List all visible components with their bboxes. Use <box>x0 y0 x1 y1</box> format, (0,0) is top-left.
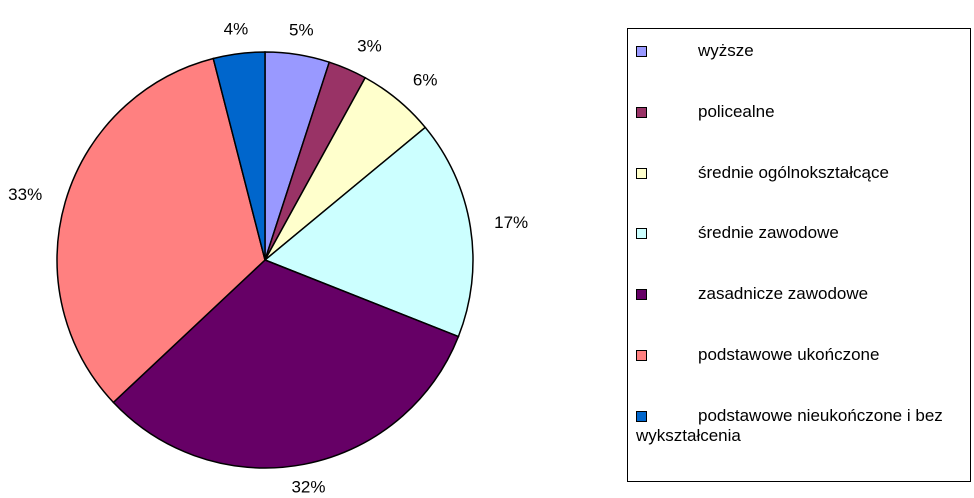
legend-label: podstawowe ukończone <box>698 345 880 364</box>
legend-label: policealne <box>698 101 775 121</box>
pie-slice <box>263 126 474 338</box>
legend-key <box>636 410 647 422</box>
legend-key <box>636 106 647 118</box>
legend-key <box>636 167 647 179</box>
data-label: 32% <box>291 477 325 496</box>
pie-slice <box>212 51 266 261</box>
legend-item: wyższe <box>636 41 966 61</box>
legend-key <box>636 46 647 57</box>
legend-label: wyższe <box>698 41 754 60</box>
pie-chart: 5% 3% 6% 17% 32% 33% 4% <box>8 19 528 496</box>
legend-key <box>636 228 647 240</box>
legend-item: podstawowe nieukończone i bez wykształce… <box>636 406 966 446</box>
legend-label: podstawowe nieukończone i bez wykształce… <box>636 405 943 445</box>
legend-key <box>636 289 647 301</box>
data-label: 6% <box>413 71 438 90</box>
data-label: 17% <box>494 213 528 232</box>
legend-label: średnie zawodowe <box>698 223 839 243</box>
legend-label: zasadnicze zawodowe <box>698 284 869 304</box>
legend-label: średnie ogólnokształcące <box>698 162 889 182</box>
data-label: 33% <box>8 185 42 204</box>
legend: wyższe policealne średnie ogólnokształcące… <box>627 28 971 482</box>
legend-item: podstawowe ukończone <box>636 345 966 365</box>
legend-item: zasadnicze zawodowe <box>636 284 966 304</box>
legend-item: średnie ogólnokształcące <box>636 163 966 183</box>
legend-item: policealne <box>636 102 966 122</box>
data-label: 4% <box>224 19 249 38</box>
data-label: 3% <box>357 37 382 56</box>
pie-slice <box>56 57 266 404</box>
data-label: 5% <box>289 20 314 39</box>
pie-slice <box>112 259 460 469</box>
legend-key <box>636 350 647 361</box>
legend-item: średnie zawodowe <box>636 223 966 243</box>
